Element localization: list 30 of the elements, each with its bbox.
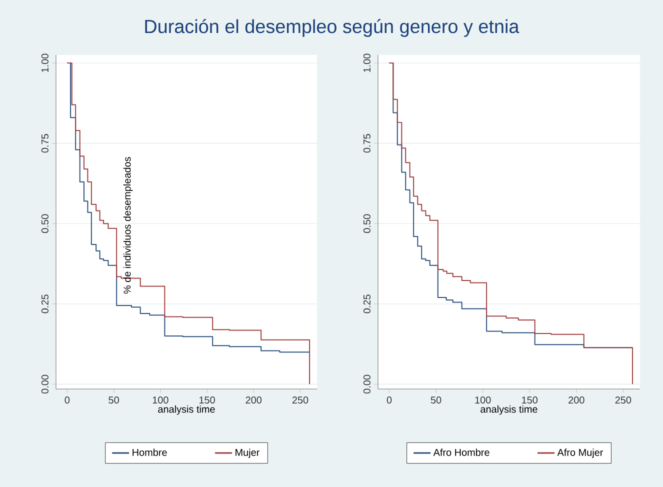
x-tick-label: 250 <box>615 396 632 404</box>
y-tick-label: 0.75 <box>363 134 370 153</box>
y-tick-label: 0.50 <box>41 214 48 233</box>
x-tick-label: 100 <box>152 396 168 404</box>
x-tick-label: 250 <box>292 396 308 404</box>
x-tick-label: 150 <box>199 396 215 404</box>
y-tick-label: 0.25 <box>41 294 48 314</box>
y-tick-label: 0.00 <box>41 374 48 394</box>
x-axis-title: analysis time <box>480 405 538 415</box>
y-tick-label: 1.00 <box>41 54 48 72</box>
x-tick-label: 150 <box>522 396 538 404</box>
y-tick-label: 1.00 <box>363 54 370 72</box>
x-tick-label: 50 <box>108 396 119 404</box>
chart-title: Duración el desempleo según genero y etnia <box>145 19 520 37</box>
legend-label: Afro Hombre <box>433 448 490 456</box>
legend-label: Afro Mujer <box>557 448 604 458</box>
x-tick-label: 50 <box>430 396 442 404</box>
legend-label: Hombre <box>132 448 167 456</box>
x-axis-title: analysis time <box>158 405 215 415</box>
y-tick-label: 0.00 <box>363 374 370 394</box>
x-tick-label: 200 <box>246 396 262 404</box>
x-tick-label: 0 <box>386 396 392 404</box>
y-tick-label: 0.50 <box>363 214 370 233</box>
legend-label: Mujer <box>236 448 260 458</box>
x-tick-label: 200 <box>568 396 584 404</box>
x-tick-label: 100 <box>475 396 491 404</box>
x-tick-label: 0 <box>64 396 70 404</box>
y-tick-label: 0.25 <box>363 294 370 314</box>
y-tick-label: 0.75 <box>41 134 48 153</box>
y-axis-title: % de individuos desempleados <box>123 157 133 294</box>
